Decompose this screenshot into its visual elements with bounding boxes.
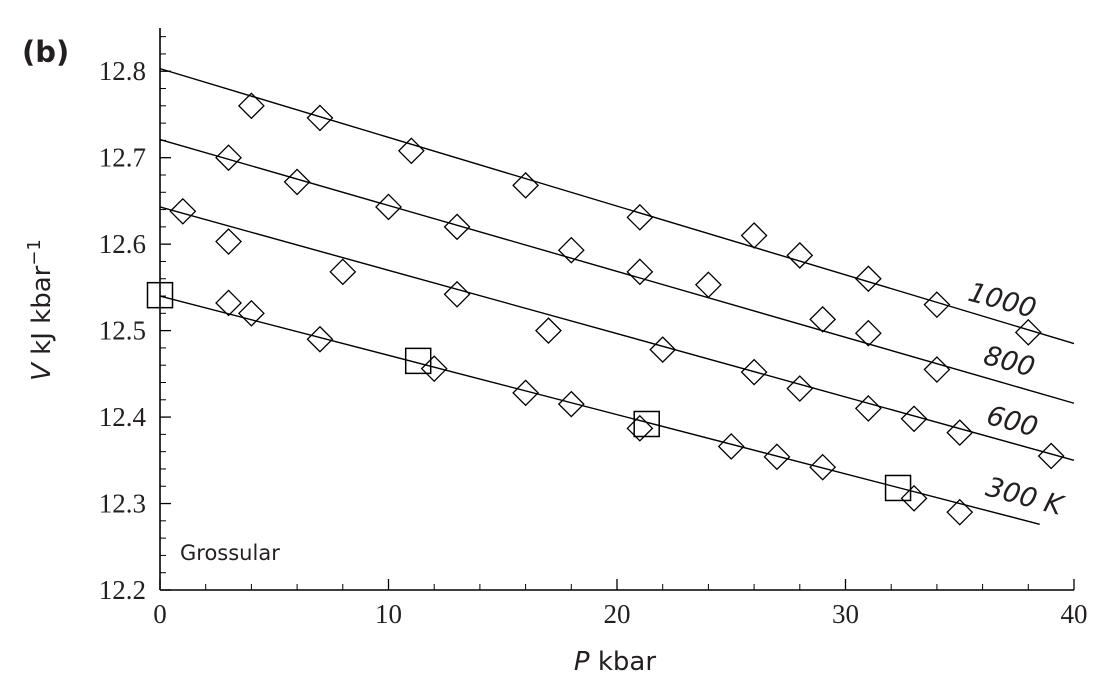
diamond-point <box>717 433 745 460</box>
square-point <box>404 347 432 375</box>
diamond-point <box>557 236 585 264</box>
x-tick-label: 40 <box>1061 599 1088 629</box>
diamond-point <box>237 92 265 120</box>
y-axis-label-var: V <box>27 361 57 381</box>
diamond-point <box>306 104 334 132</box>
x-tick-label: 30 <box>832 599 859 629</box>
x-tick-label: 0 <box>153 599 167 629</box>
diamond-point <box>215 144 242 172</box>
series-label: 300 K <box>983 472 1068 523</box>
diamond-point <box>694 271 722 299</box>
square-point <box>633 410 660 438</box>
diamond-point <box>215 289 242 317</box>
data-markers <box>146 92 1065 526</box>
x-axis-label: P kbar <box>574 647 656 677</box>
diamond-point <box>809 305 837 333</box>
diamond-point <box>786 241 814 269</box>
diamond-point <box>1037 442 1065 470</box>
diamond-point <box>1014 318 1042 346</box>
y-tick-label: 12.3 <box>99 489 146 519</box>
x-axis-label-unit: kbar <box>590 647 657 677</box>
diamond-point <box>215 228 242 255</box>
diamond-point <box>237 299 265 327</box>
diamond-point <box>900 405 928 433</box>
series-label: 800 <box>980 340 1038 383</box>
diamond-point <box>740 222 768 249</box>
diamond-point <box>626 258 654 286</box>
diamond-point <box>557 390 585 418</box>
y-ticks: 12.2 12.3 12.4 12.5 12.6 12.7 12.8 <box>99 36 171 605</box>
diamond-point <box>512 379 540 407</box>
square-point <box>146 281 174 309</box>
diamond-point <box>375 193 402 221</box>
y-axis-label-sup: −1 <box>24 239 45 266</box>
plot-frame <box>159 28 1074 591</box>
fit-line <box>159 138 1075 404</box>
fit-line <box>159 295 1040 525</box>
diamond-point <box>923 356 951 383</box>
y-tick-label: 12.7 <box>99 143 146 173</box>
diamond-point <box>420 355 448 383</box>
y-axis-label-unit: kJ kbar <box>27 265 57 363</box>
x-tick-label: 20 <box>604 599 631 629</box>
diamond-point <box>740 358 768 386</box>
x-axis-label-var: P <box>574 647 590 677</box>
diamond-point <box>443 280 471 308</box>
y-tick-label: 12.2 <box>99 575 146 605</box>
diamond-point <box>763 443 791 471</box>
diamond-point <box>443 213 471 241</box>
diamond-point <box>512 171 540 199</box>
diamond-point <box>329 258 357 286</box>
diamond-point <box>854 265 882 293</box>
diamond-point <box>169 197 197 225</box>
fit-line <box>159 67 1075 345</box>
diamond-point <box>649 336 677 364</box>
x-ticks: 0 10 20 30 40 <box>153 579 1088 629</box>
diamond-point <box>626 203 654 231</box>
diamond-point <box>809 453 837 481</box>
fit-lines <box>159 67 1075 525</box>
y-tick-label: 12.6 <box>99 229 146 259</box>
series-label: 1000 <box>965 277 1039 325</box>
x-tick-label: 10 <box>375 599 402 629</box>
y-tick-label: 12.8 <box>99 56 146 86</box>
y-axis-label: V kJ kbar−1 <box>24 239 57 381</box>
diamond-point <box>626 414 654 442</box>
diamond-point <box>900 484 928 512</box>
square-point <box>884 474 912 502</box>
diamond-point <box>946 419 974 447</box>
diamond-point <box>854 395 882 422</box>
diamond-point <box>786 375 814 402</box>
y-tick-label: 12.5 <box>99 316 146 346</box>
diamond-point <box>306 325 334 353</box>
diamond-point <box>535 317 562 345</box>
diamond-point <box>946 498 974 526</box>
y-tick-label: 12.4 <box>99 402 147 432</box>
panel-label: (b) <box>22 35 69 69</box>
diamond-point <box>283 168 311 196</box>
diamond-point <box>923 291 951 319</box>
diamond-point <box>854 319 882 347</box>
annotation-grossular: Grossular <box>180 541 280 565</box>
diamond-point <box>397 137 425 165</box>
fit-line <box>159 206 1075 461</box>
